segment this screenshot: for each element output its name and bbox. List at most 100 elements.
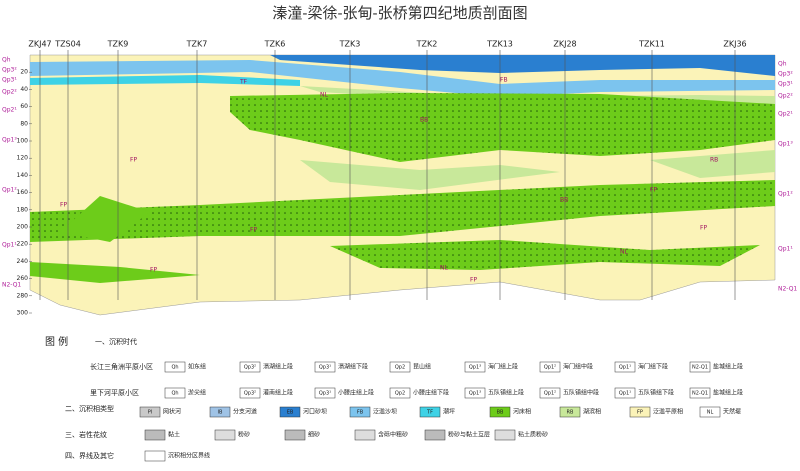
facies-code: IB — [218, 410, 223, 416]
unit-label: Qp1¹ — [2, 242, 17, 249]
legend-code: Qp3² — [244, 391, 256, 397]
depth-tick: 120 — [17, 155, 29, 162]
section — [29, 54, 776, 316]
legend-text: 五队镇组下段 — [638, 389, 674, 397]
legend-text: 淤尖组 — [188, 389, 206, 397]
unit-label: Qp3¹ — [2, 77, 17, 84]
legend-text: 五队镇组中段 — [563, 389, 599, 397]
depth-tick: 300 — [17, 310, 29, 317]
legend-box — [464, 361, 486, 373]
lithology-text: 粉砂与黏土互层 — [448, 431, 490, 439]
legend-box — [539, 387, 561, 399]
legend-box — [389, 361, 411, 373]
layer-label: NL — [620, 249, 628, 256]
unit-label: Qp1¹ — [778, 246, 793, 253]
facies-text: 天然堤 — [723, 408, 741, 416]
legend-box — [539, 361, 561, 373]
legend-code: Qh — [171, 391, 178, 397]
facies-code: EB — [287, 410, 294, 416]
borehole-label: TZK13 — [486, 40, 513, 49]
legend-code: Qp3¹ — [319, 365, 331, 371]
legend-code: Qh — [171, 365, 178, 371]
facies-box — [139, 406, 161, 418]
facies-box — [489, 406, 511, 418]
layer-label: FP — [130, 157, 137, 164]
facies-text: 潮坪 — [443, 408, 455, 416]
lithology-box — [494, 429, 516, 441]
unit-label: Qp2² — [778, 93, 793, 100]
unit-label: Qh — [2, 57, 11, 64]
legend-text: 海门组上段 — [488, 363, 518, 371]
legend-section: 一、沉积时代 — [95, 337, 137, 346]
borehole-label: TZK11 — [638, 40, 665, 49]
legend-text: 盐城组上段 — [713, 363, 743, 371]
facies-code: TF — [426, 410, 433, 416]
legend-code: Qp2 — [395, 365, 405, 371]
legend-code: Qp1³ — [469, 391, 481, 397]
lithology-text: 粘土质粉砂 — [518, 431, 548, 439]
legend-box — [239, 361, 261, 373]
legend-text: 五队镇组上段 — [488, 389, 524, 397]
layer-label: FP — [470, 277, 477, 284]
depth-tick: 200 — [17, 224, 29, 231]
depth-tick: 140 — [17, 172, 29, 179]
legend-text: 海门组下段 — [638, 363, 668, 371]
facies-code: NL — [707, 410, 714, 416]
legend-code: N2-Q1 — [692, 391, 708, 397]
depth-tick: 40 — [20, 86, 28, 93]
facies-text: 泛滥平原相 — [653, 408, 683, 416]
lithology-text: 黏土 — [168, 431, 180, 439]
facies-text: 网状河 — [163, 408, 181, 416]
unit-label: Qp3¹ — [778, 81, 793, 88]
lithology-box — [214, 429, 236, 441]
layer-label: FB — [500, 77, 508, 84]
legend-section: 三、岩性花纹 — [65, 430, 107, 439]
lithology-box — [144, 429, 166, 441]
borehole-label: ZKJ36 — [723, 40, 746, 49]
legend-box — [314, 387, 336, 399]
legend-text: 昆山组 — [413, 363, 431, 371]
layer-label: FP — [60, 202, 67, 209]
facies-box — [279, 406, 301, 418]
unit-label: N2-Q1 — [778, 286, 797, 293]
unit-label: Qp2² — [2, 89, 17, 96]
unit-label: Qp2¹ — [778, 111, 793, 118]
borehole-label: ZKJ28 — [553, 40, 576, 49]
facies-text: 湖滨相 — [583, 408, 601, 416]
layer-label: NL — [320, 92, 328, 99]
lithology-box — [354, 429, 376, 441]
lithology-box — [424, 429, 446, 441]
legend-box — [689, 387, 711, 399]
lithology-text: 粉砂 — [238, 431, 250, 439]
facies-box — [559, 406, 581, 418]
lithology-text: 含砾中粗砂 — [378, 431, 408, 439]
unit-label: Qp1² — [778, 191, 793, 198]
unit-label: Qp3² — [2, 67, 17, 74]
title: 溱潼-梁徐-张甸-张桥第四纪地质剖面图 — [272, 4, 527, 22]
legend-text: 滆湖组上段 — [263, 363, 293, 371]
legend-text: 滆湖组下段 — [338, 363, 368, 371]
legend-code: Qp1² — [544, 391, 556, 397]
legend-text: 如东组 — [188, 363, 206, 371]
borehole-label: ZKJ47 — [28, 40, 51, 49]
legend-code: Qp1² — [544, 365, 556, 371]
legend-text: 灌南组上段 — [263, 389, 293, 397]
legend: 图 例 一、沉积时代 二、沉积相类型 三、岩性花纹 四、界线及其它 — [45, 335, 137, 460]
legend-code: Qp1¹ — [619, 365, 631, 371]
borehole-label: TZK3 — [339, 40, 361, 49]
legend-box — [314, 361, 336, 373]
legend-box — [164, 361, 186, 373]
facies-text: 泛滥沙坝 — [373, 408, 397, 416]
legend-code: Qp1¹ — [619, 391, 631, 397]
borehole-label: TZK6 — [264, 40, 286, 49]
legend-box — [614, 361, 636, 373]
depth-tick: 160 — [17, 189, 29, 196]
borehole-label: TZK2 — [416, 40, 438, 49]
legend-code: Qp1³ — [469, 365, 481, 371]
depth-tick: 260 — [17, 275, 29, 282]
unit-label: Qh — [778, 61, 787, 68]
facies-box — [419, 406, 441, 418]
lithology-box — [284, 429, 306, 441]
legend-code: Qp3² — [244, 365, 256, 371]
facies-text: 河口砂坝 — [303, 408, 327, 416]
